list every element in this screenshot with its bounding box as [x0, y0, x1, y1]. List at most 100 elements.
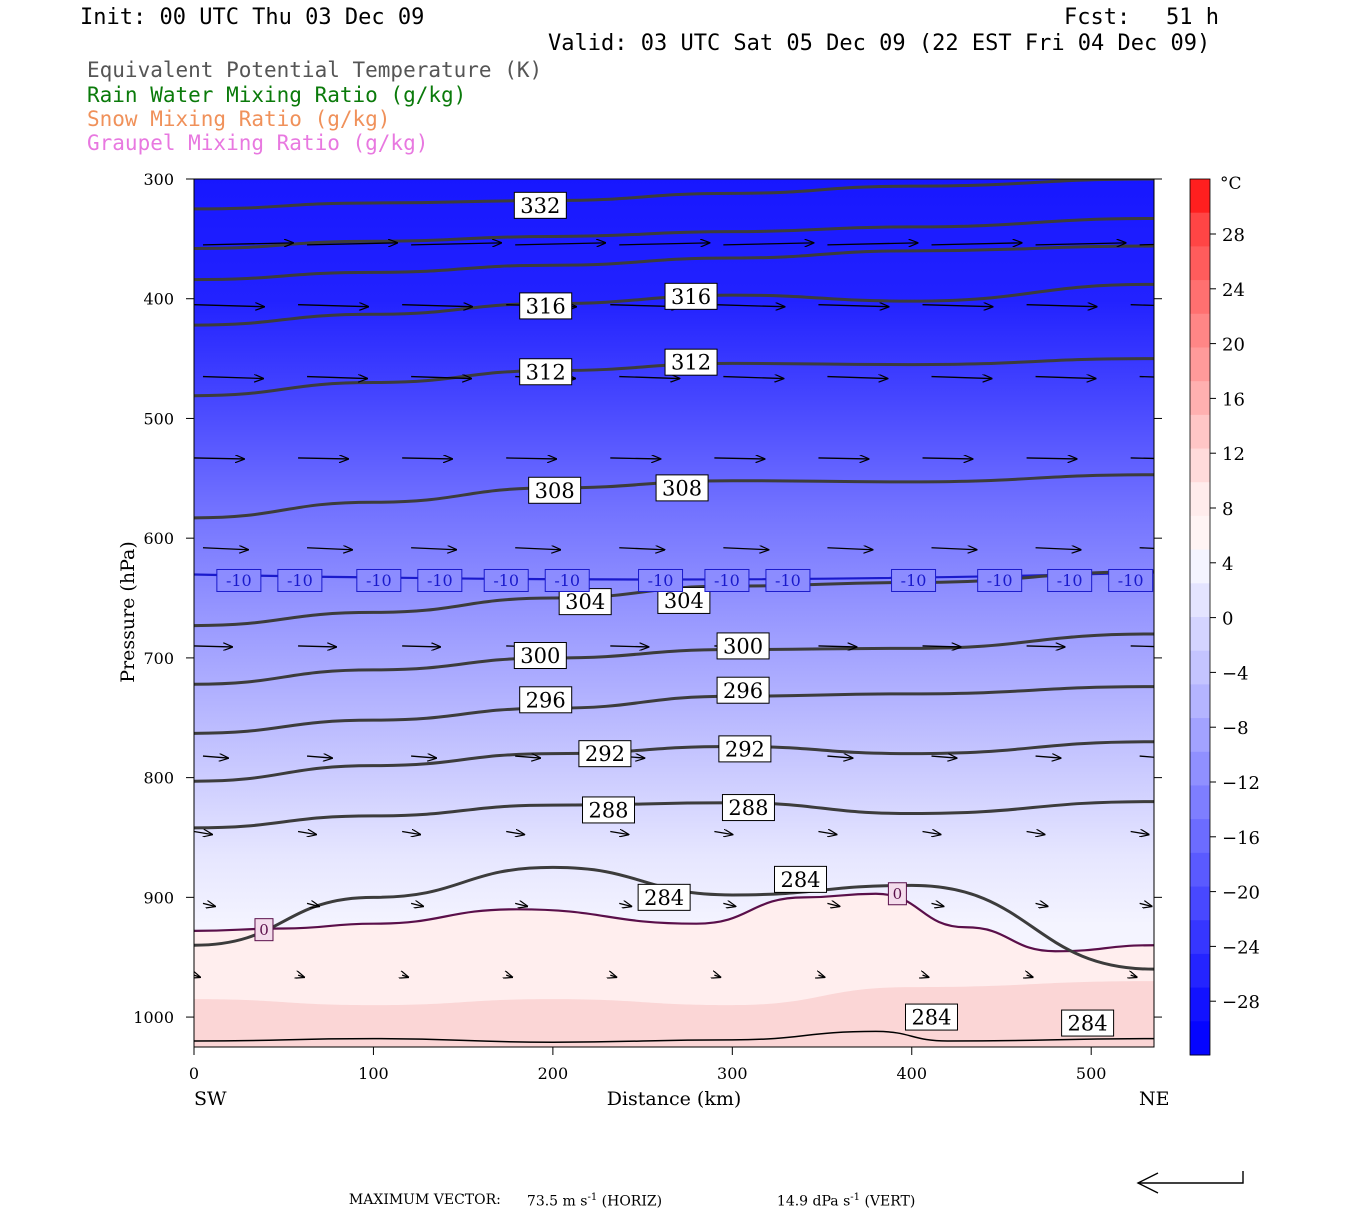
colorbar-swatch — [1190, 852, 1210, 888]
wind-vector — [402, 646, 440, 647]
theta-e-label-text: 296 — [723, 679, 763, 703]
theta-e-label: 296 — [519, 686, 573, 714]
isotherm-label: -10 — [544, 568, 590, 592]
wind-vector — [923, 975, 929, 977]
isotherm-label: -10 — [483, 568, 529, 592]
theta-e-label-text: 284 — [1068, 1012, 1108, 1036]
wind-vector — [1139, 547, 1154, 550]
theta-e-label-text: 316 — [671, 285, 711, 309]
isotherm-label: -10 — [277, 568, 323, 592]
wind-vector — [506, 458, 556, 459]
legend-theta-e: Equivalent Potential Temperature (K) — [87, 58, 543, 82]
theta-e-label: 288 — [582, 796, 636, 824]
theta-e-label-box — [558, 588, 612, 616]
theta-e-label-box — [1061, 1009, 1115, 1037]
wind-vector — [410, 903, 423, 906]
theta-e-label-box — [664, 282, 718, 310]
wind-vector — [827, 903, 839, 906]
theta-e-label-box — [513, 642, 567, 670]
theta-e-contour-316 — [194, 282, 1154, 327]
colorbar-swatch — [1190, 549, 1210, 584]
theta-e-label-box — [664, 348, 718, 376]
wind-vector — [298, 458, 348, 459]
y-axis-label: Pressure (hPa) — [117, 541, 139, 683]
wind-vector — [202, 548, 248, 550]
wind-vector — [1131, 975, 1137, 977]
x-tick-label: 400 — [896, 1064, 927, 1083]
colorbar-swatch — [1190, 414, 1210, 450]
zero-isotherm-label: 0 — [887, 882, 907, 906]
colorbar-swatch — [1190, 347, 1210, 382]
theta-e-label: 316 — [664, 282, 718, 310]
wind-vector — [1139, 903, 1152, 906]
theta-e-label: 284 — [1061, 1009, 1115, 1037]
wind-vector — [1035, 903, 1048, 906]
isotherm-label: -10 — [1047, 568, 1093, 592]
x-tick-label: 0 — [189, 1064, 199, 1083]
wind-vector — [818, 305, 888, 307]
isotherm-label: -10 — [765, 568, 811, 592]
theta-e-label: 292 — [578, 740, 632, 768]
horizontal-max-vector: 73.5 m s-1 (HORIZ) — [526, 1192, 663, 1210]
theta-e-label: 332 — [513, 191, 567, 219]
wind-vector — [194, 975, 200, 977]
wind-vector — [1035, 243, 1126, 245]
valid-time: Valid: 03 UTC Sat 05 Dec 09 (22 EST Fri … — [548, 31, 1211, 56]
theta-e-contour-332 — [194, 179, 1154, 211]
wind-vector — [515, 548, 560, 550]
isotherm-label-text: -10 — [901, 571, 927, 590]
wind-vector — [515, 756, 540, 758]
theta-e-label-text: 292 — [585, 742, 625, 766]
isotherm-label-box — [638, 568, 684, 592]
theta-e-contour-324 — [194, 217, 1154, 250]
theta-e-label-text: 304 — [664, 589, 704, 613]
vertical-max-vector: 14.9 dPa s-1 (VERT) — [776, 1192, 916, 1210]
wind-vector — [1035, 377, 1096, 379]
wind-vector — [1130, 831, 1149, 834]
wind-vector — [922, 458, 973, 459]
wind-vector — [1035, 756, 1061, 758]
wind-vector — [610, 831, 628, 834]
theta-e-label-box — [519, 292, 573, 320]
colorbar-tick-label: 24 — [1222, 280, 1245, 301]
isotherm-label-box — [356, 568, 402, 592]
isotherm-label: -10 — [216, 568, 262, 592]
y-tick-label: 900 — [143, 888, 174, 907]
wind-vector — [1026, 831, 1045, 834]
isotherm-label-box — [977, 568, 1023, 592]
colorbar-swatch — [1190, 785, 1210, 820]
isotherm-label-text: -10 — [714, 571, 740, 590]
theta-e-label-text: 284 — [644, 886, 684, 910]
wind-vector — [202, 377, 263, 379]
wind-vector — [506, 831, 524, 834]
wind-vector — [515, 243, 605, 245]
theta-e-label-box — [637, 883, 691, 911]
colorbar-tick-label: −20 — [1222, 883, 1260, 904]
wind-vector — [723, 243, 813, 245]
wind-vector — [619, 377, 679, 379]
colorbar-tick-label: 0 — [1222, 609, 1233, 630]
theta-e-label-text: 308 — [535, 479, 575, 503]
zero-isotherm-label-box — [887, 882, 907, 906]
theta-e-label: 304 — [558, 588, 612, 616]
isotherm-label-text: -10 — [366, 571, 392, 590]
theta-e-label: 308 — [655, 474, 709, 502]
colorbar-tick-label: −28 — [1222, 992, 1260, 1013]
wind-vector — [402, 305, 472, 307]
zero-isotherm-label-box — [254, 918, 274, 942]
colorbar-tick-label: −12 — [1222, 773, 1260, 794]
isotherm-label-text: -10 — [226, 571, 252, 590]
wind-vector — [1139, 755, 1154, 758]
zero-isotherm-label-text: 0 — [259, 921, 269, 939]
wind-vector — [411, 548, 456, 550]
wind-vector — [922, 305, 993, 307]
theta-e-label-text: 288 — [728, 796, 768, 820]
wind-vector — [827, 377, 887, 379]
wind-vector — [411, 377, 471, 379]
colorbar-swatch — [1190, 718, 1210, 753]
surface-line — [194, 1030, 1154, 1043]
wind-vector — [515, 903, 527, 906]
colorbar-swatch — [1190, 886, 1210, 921]
theta-e-label-box — [528, 476, 582, 504]
theta-e-label-box — [774, 865, 828, 893]
